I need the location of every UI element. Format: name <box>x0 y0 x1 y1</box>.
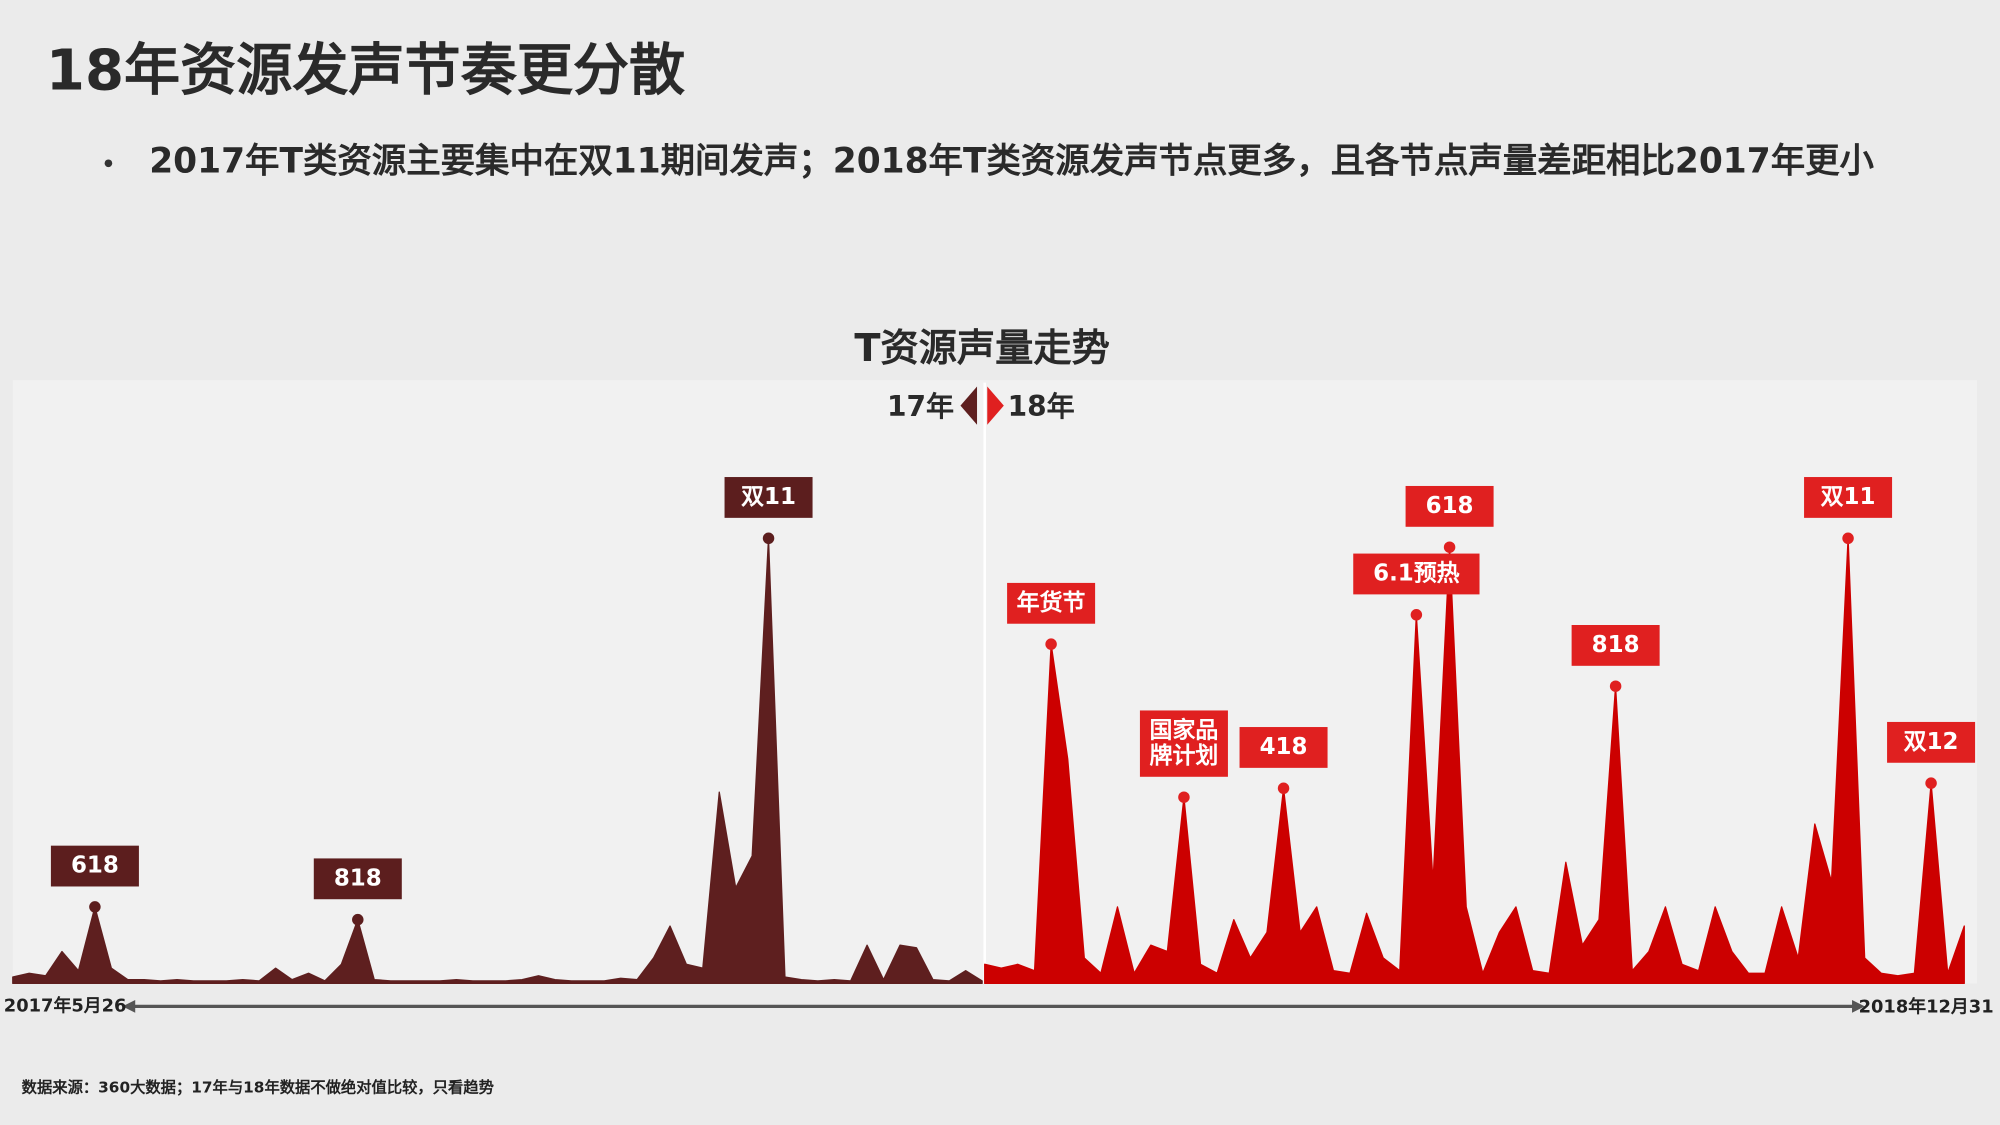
peak-dot <box>1925 777 1937 789</box>
annotation-label: 双11 <box>741 484 796 510</box>
peak-dot <box>1609 680 1622 692</box>
chart-title: T资源声量走势 <box>854 326 1110 371</box>
time-arrow-head <box>1852 1000 1865 1013</box>
annotation-label: 双11 <box>1821 484 1876 510</box>
legend-arrow-18 <box>987 386 1004 425</box>
time-arrow-head <box>122 1000 136 1013</box>
peak-dot <box>1277 782 1290 795</box>
annotation-label: 年货节 <box>1017 589 1086 616</box>
legend-18: 18年 <box>1008 390 1075 423</box>
annotation-box <box>1571 625 1660 666</box>
peak-dot <box>1178 791 1190 803</box>
annotation-label: 818 <box>1592 632 1640 658</box>
annotation-label: 牌计划 <box>1150 742 1219 769</box>
annotation-box <box>313 858 402 900</box>
annotation-box <box>1139 710 1228 777</box>
source-note: 数据来源：360大数据；17年与18年数据不做绝对值比较，只看趋势 <box>22 1079 495 1097</box>
annotation-label: 618 <box>1426 493 1474 519</box>
annotation-box <box>1007 582 1096 624</box>
annotation-label: 818 <box>334 865 382 891</box>
annotation-box <box>1887 721 1976 763</box>
peak-dot <box>89 901 101 913</box>
legend-17: 17年 <box>887 390 954 423</box>
peak-dot <box>1045 638 1057 650</box>
annotation-box <box>1353 553 1480 595</box>
area <box>984 537 1965 985</box>
x-start-label: 2017年5月26 <box>4 994 127 1016</box>
peak-dot <box>1443 541 1456 553</box>
area <box>12 537 983 985</box>
peak-dot <box>352 913 364 926</box>
annotation-label: 418 <box>1260 734 1308 760</box>
annotation-label: 618 <box>71 853 119 879</box>
annotation-box <box>50 845 139 887</box>
annotation-label: 国家品 <box>1150 716 1219 743</box>
peak-dot <box>1842 532 1854 545</box>
legend-arrow-17 <box>960 386 978 425</box>
annotation-label: 双12 <box>1904 729 1959 755</box>
peak-dot <box>762 532 775 545</box>
annotation-box <box>1804 477 1893 518</box>
slide-title: 18年资源发声节奏更分散 <box>46 39 685 104</box>
peak-dot <box>1410 609 1423 621</box>
bullet-dot <box>104 159 113 168</box>
x-end-label: 2018年12月31 <box>1859 996 1994 1018</box>
plot-area <box>12 380 1978 984</box>
bullet-text: 2017年T类资源主要集中在双11期间发声；2018年T类资源发声节点更多，且各… <box>149 142 1874 182</box>
annotation-box <box>1239 727 1328 768</box>
annotation-box <box>724 477 813 518</box>
annotation-label: 6.1预热 <box>1373 560 1460 586</box>
annotation-box <box>1405 485 1494 527</box>
